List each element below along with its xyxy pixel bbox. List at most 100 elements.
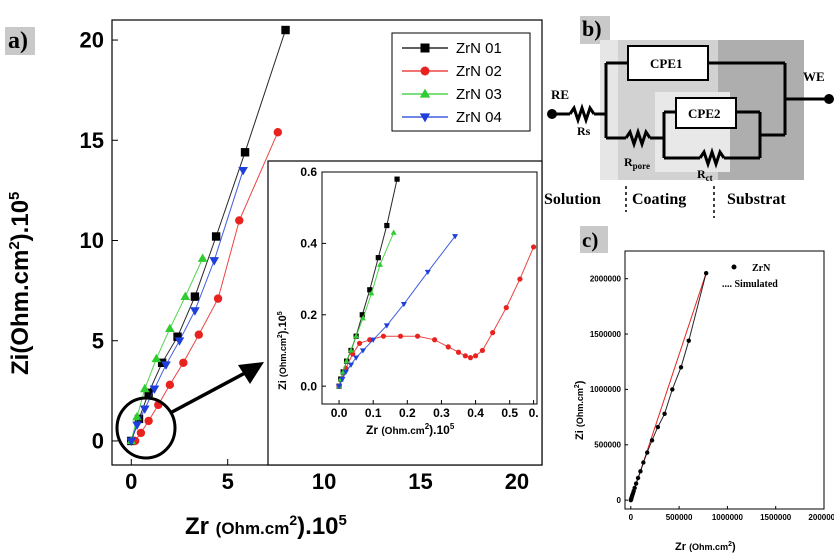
inset-point bbox=[452, 234, 459, 240]
c-point bbox=[678, 365, 684, 370]
main-point bbox=[209, 257, 220, 266]
inset-y-axis-label: Zi (Ohm.cm2).105 bbox=[277, 311, 289, 390]
inset-plot-frame bbox=[321, 171, 538, 405]
cpe2-label: CPE2 bbox=[688, 106, 721, 121]
inset-point bbox=[380, 333, 387, 339]
inset-x-axis-label: Zr (Ohm.cm2).105 bbox=[366, 422, 455, 437]
c-point bbox=[670, 387, 675, 392]
panel-c-label-box bbox=[580, 226, 608, 253]
inset-point bbox=[455, 349, 462, 355]
inset-point bbox=[384, 222, 390, 229]
panel-c-label: c) bbox=[582, 228, 598, 252]
main-x-tick-label: 10 bbox=[312, 469, 336, 494]
main-y-tick-label: 5 bbox=[92, 328, 104, 353]
main-point bbox=[126, 437, 137, 446]
main-point bbox=[179, 358, 188, 367]
inset-x-tick-label: 0.4 bbox=[467, 406, 484, 420]
inset-point bbox=[467, 355, 474, 361]
inset-y-tick-label: 0.2 bbox=[300, 308, 317, 322]
inset-point bbox=[375, 255, 381, 261]
zoom-arrow-head bbox=[238, 362, 264, 384]
main-point bbox=[174, 337, 185, 346]
panel-b: b) CPE1 bbox=[544, 16, 834, 218]
c-y-tick-label: 2000000 bbox=[590, 274, 622, 283]
c-x-axis-label: Zr (Ohm.cm2) bbox=[675, 541, 736, 553]
circuit-wires bbox=[552, 61, 826, 169]
inset-point bbox=[359, 315, 366, 321]
legend-marker bbox=[419, 113, 431, 123]
inset-point bbox=[343, 358, 350, 364]
c-y-tick-label: 0 bbox=[617, 496, 622, 505]
main-point bbox=[213, 294, 223, 303]
legend-entry: ZrN 02 bbox=[456, 63, 502, 80]
main-y-axis-label: Zi(Ohm.cm2).105 bbox=[6, 192, 34, 375]
inset-plot: 0.0 0.1 0.2 0.3 0.4 0.5 0. 0.0 0.2 0.4 0.6 Zi (Ohm… bbox=[267, 160, 543, 466]
main-y-tick-label: 20 bbox=[80, 28, 104, 53]
c-point bbox=[633, 481, 639, 486]
inset-point bbox=[350, 351, 356, 357]
main-y-tick-label: 15 bbox=[80, 128, 104, 153]
inset-point bbox=[342, 369, 349, 375]
rpore-label: Rpore bbox=[624, 155, 650, 171]
legend-entry: ZrN 03 bbox=[456, 86, 502, 103]
inset-x-tick-label: 0. bbox=[529, 406, 539, 420]
c-legend-line: .... Simulated bbox=[722, 279, 778, 290]
inset-line-2 bbox=[338, 232, 395, 387]
main-point bbox=[281, 25, 290, 35]
inset-point bbox=[370, 337, 377, 343]
c-point bbox=[662, 411, 667, 416]
panel-b-label: b) bbox=[582, 16, 602, 41]
main-point bbox=[197, 253, 208, 262]
c-y-axis-label: Zi (Ohm.cm2) bbox=[574, 380, 586, 440]
inset-point bbox=[394, 176, 400, 182]
main-point bbox=[190, 307, 200, 316]
inset-point bbox=[353, 333, 360, 339]
main-point bbox=[149, 385, 160, 394]
c-point bbox=[649, 438, 655, 443]
main-legend: ZrN 01 ZrN 02 ZrN 03 ZrN 04 bbox=[391, 32, 531, 132]
panel-c: c) 0 500000 1000000 1500000 2000000 0 500000 10… bbox=[574, 226, 834, 553]
main-point bbox=[235, 216, 244, 225]
legend-marker bbox=[419, 88, 431, 98]
main-point bbox=[273, 128, 283, 137]
rs-label: Rs bbox=[577, 124, 591, 138]
legend-box bbox=[391, 32, 531, 132]
c-axis-ticks: 0 500000 1000000 1500000 2000000 0 500000 10000… bbox=[590, 274, 834, 522]
inset-point bbox=[479, 347, 485, 354]
main-point bbox=[139, 405, 150, 414]
inset-point bbox=[359, 348, 366, 354]
rct-label: Rct bbox=[697, 167, 713, 183]
region-coating-label: Coating bbox=[632, 191, 686, 208]
legend-marker bbox=[420, 66, 430, 76]
main-x-tick-label: 15 bbox=[408, 469, 432, 494]
c-y-tick-label: 1000000 bbox=[590, 385, 622, 394]
legend-entry: ZrN 04 bbox=[456, 109, 502, 126]
inset-point bbox=[367, 287, 373, 293]
region-substrate-label: Substrat bbox=[727, 191, 786, 208]
inset-point bbox=[390, 229, 397, 235]
inset-point bbox=[348, 347, 354, 353]
inset-plot-series bbox=[336, 176, 537, 390]
c-x-tick-label: 0 bbox=[629, 513, 634, 522]
main-point bbox=[151, 353, 162, 363]
c-x-tick-label: 1000000 bbox=[712, 513, 744, 522]
inset-point bbox=[368, 290, 375, 296]
inset-x-tick-label: 0.0 bbox=[331, 406, 348, 420]
re-label: RE bbox=[551, 87, 569, 102]
inset-y-tick-label: 0.4 bbox=[300, 237, 317, 251]
inset-point bbox=[503, 305, 509, 311]
inset-point bbox=[339, 376, 346, 383]
inset-point bbox=[336, 384, 343, 390]
main-point bbox=[161, 361, 171, 370]
main-point bbox=[240, 148, 250, 157]
main-point bbox=[139, 383, 150, 393]
c-point bbox=[638, 469, 643, 474]
inset-point bbox=[472, 353, 479, 359]
c-y-tick-label: 1500000 bbox=[590, 330, 622, 339]
c-point bbox=[632, 485, 637, 491]
inset-point bbox=[490, 330, 496, 336]
inset-x-tick-label: 0.5 bbox=[501, 406, 518, 420]
we-label: WE bbox=[803, 69, 825, 84]
panel-b-label-box bbox=[580, 16, 610, 44]
main-point bbox=[136, 428, 146, 438]
